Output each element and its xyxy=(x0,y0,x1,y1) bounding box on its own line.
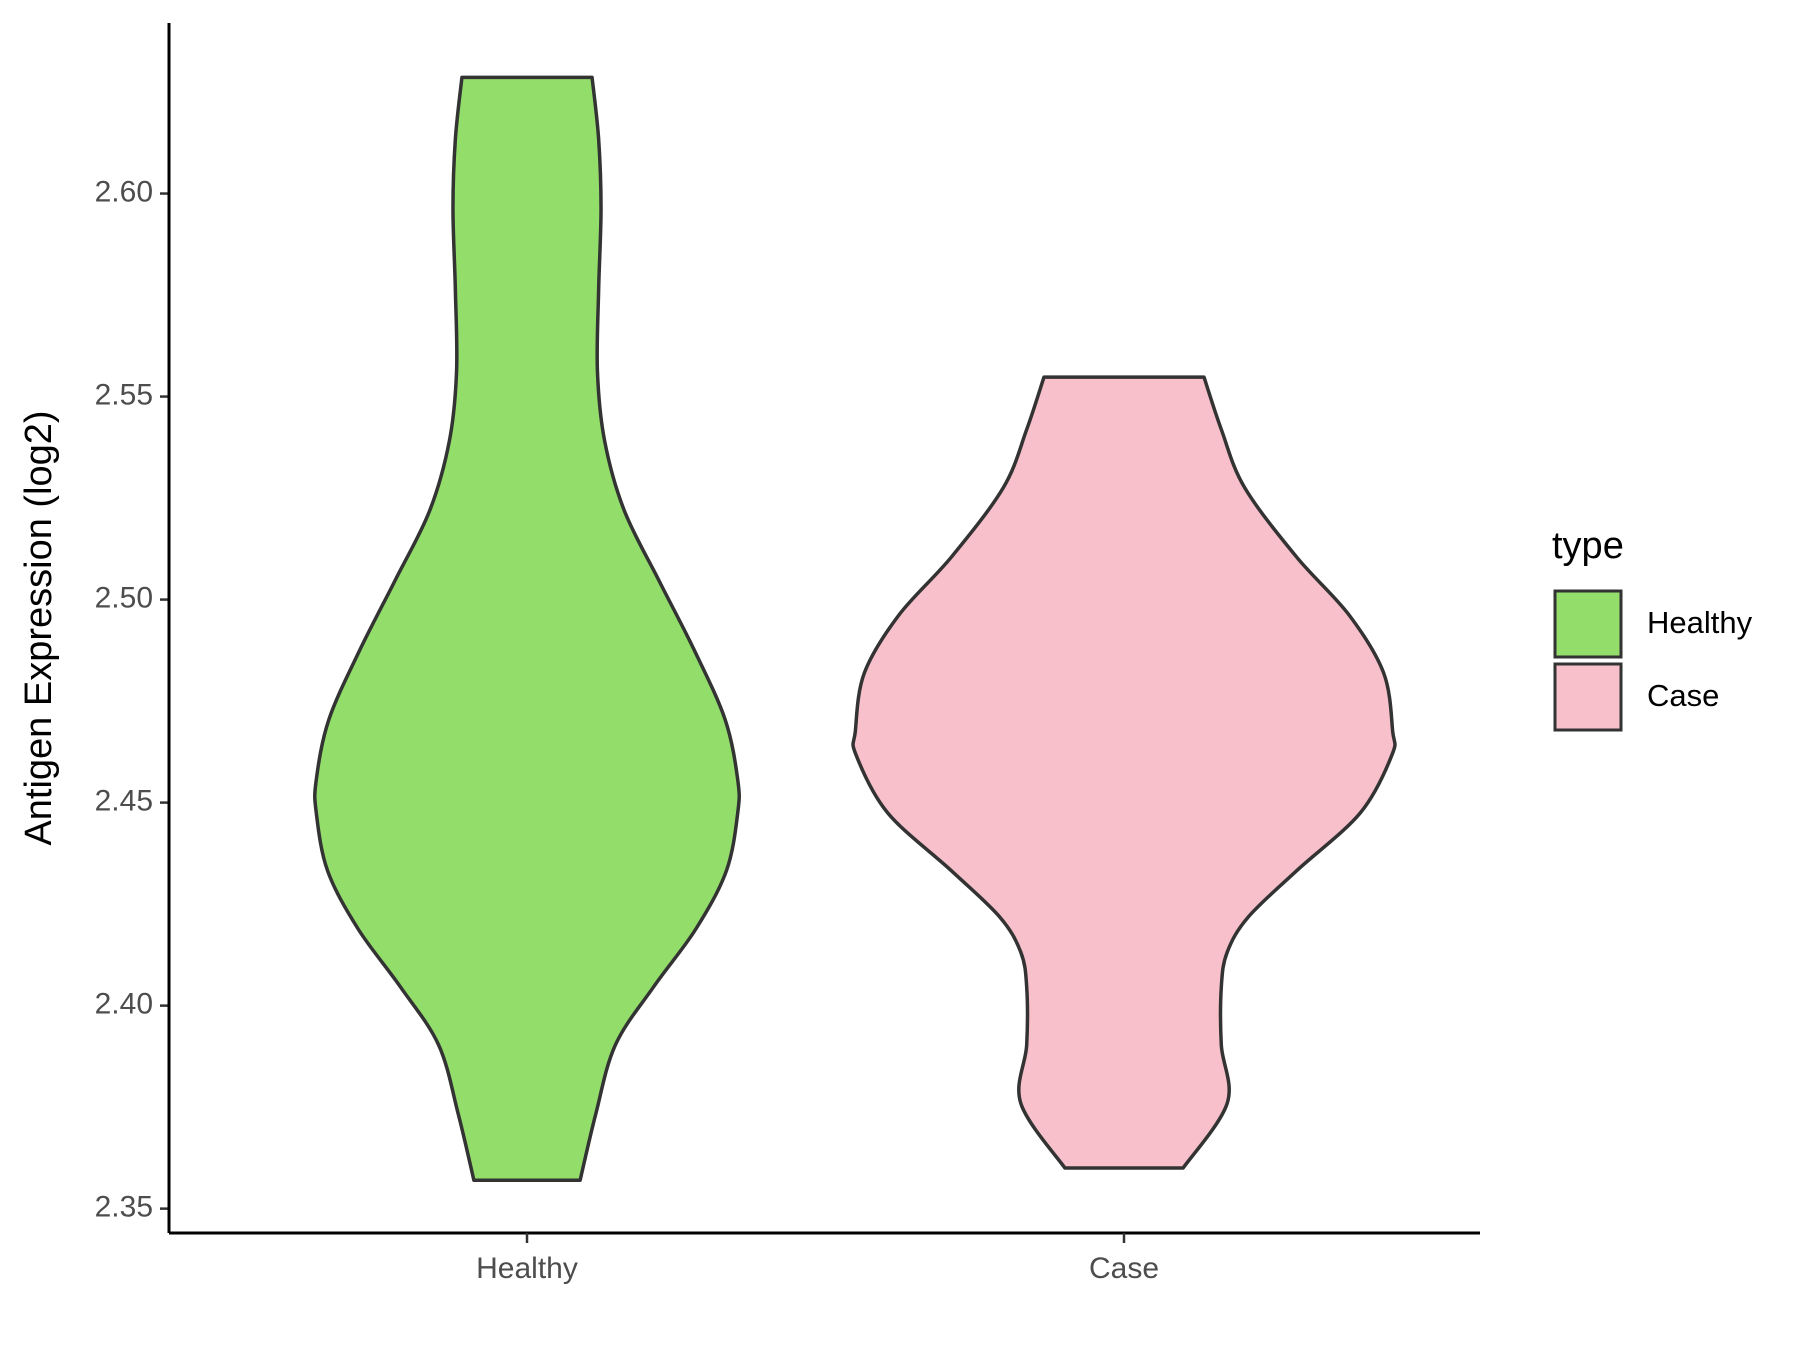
x-tick-label: Case xyxy=(1089,1252,1159,1285)
y-tick-label: 2.55 xyxy=(95,378,153,411)
y-tick-label: 2.35 xyxy=(95,1191,153,1224)
y-tick-label: 2.60 xyxy=(95,175,153,208)
x-tick-label: Healthy xyxy=(476,1252,578,1285)
violin xyxy=(851,375,1397,1170)
legend-label: Healthy xyxy=(1647,605,1753,640)
y-tick-label: 2.50 xyxy=(95,581,153,614)
legend-key xyxy=(1553,662,1623,732)
legend-label: Case xyxy=(1647,678,1719,713)
legend-key xyxy=(1553,589,1623,659)
y-tick-label: 2.45 xyxy=(95,785,153,818)
legend-title: type xyxy=(1552,525,1624,567)
y-tick-label: 2.40 xyxy=(95,988,153,1021)
y-axis-title: Antigen Expression (log2) xyxy=(18,410,60,845)
violin xyxy=(313,75,741,1182)
